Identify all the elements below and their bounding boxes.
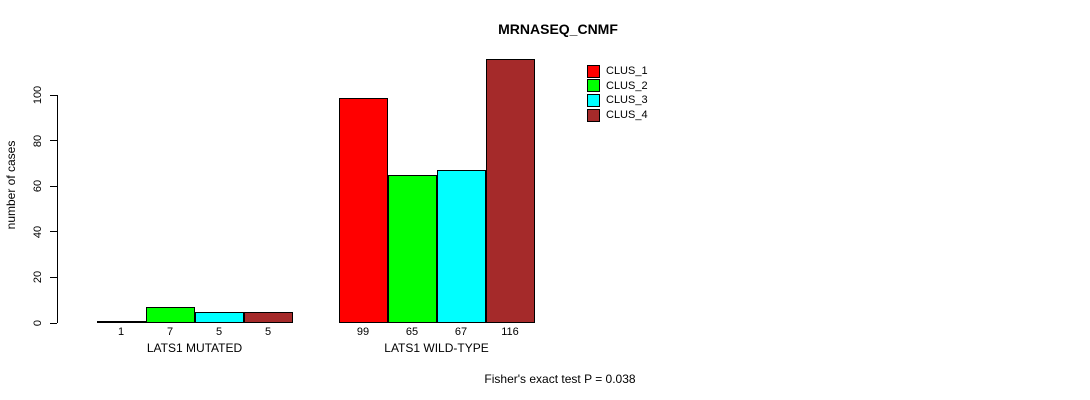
legend-item: CLUS_3: [587, 93, 648, 108]
x-group-label: LATS1 MUTATED: [146, 341, 243, 355]
y-axis-tick: [50, 231, 57, 233]
bar: [243, 311, 293, 323]
legend-swatch: [587, 108, 600, 122]
legend: CLUS_1 CLUS_2 CLUS_3 CLUS_4: [587, 64, 648, 122]
legend-swatch: [587, 93, 600, 107]
bar: [338, 97, 388, 323]
legend-item: CLUS_4: [587, 108, 648, 123]
bar: [387, 174, 437, 323]
legend-item-label: CLUS_3: [606, 94, 648, 107]
x-group-label: LATS1 WILD-TYPE: [384, 341, 489, 355]
bar-value-label: 99: [356, 326, 370, 338]
y-axis-label: number of cases: [4, 140, 18, 230]
bar-value-label: 67: [454, 326, 468, 338]
legend-item-label: CLUS_4: [606, 109, 648, 122]
chart-title: MRNASEQ_CNMF: [498, 21, 618, 37]
legend-swatch: [587, 79, 600, 93]
legend-item-label: CLUS_2: [606, 79, 648, 92]
legend-item-label: CLUS_1: [606, 65, 648, 78]
bar-value-label: 5: [264, 326, 272, 338]
bar-value-label: 5: [215, 326, 223, 338]
y-axis-tick-label: 80: [32, 134, 44, 147]
bar-value-label: 1: [117, 326, 125, 338]
y-axis-tick: [50, 185, 57, 187]
y-axis-tick: [50, 140, 57, 142]
bar-value-label: 116: [501, 326, 519, 338]
y-axis-tick-label: 60: [32, 180, 44, 193]
legend-item: CLUS_1: [587, 64, 648, 79]
y-axis-tick-label: 40: [32, 225, 44, 239]
bar-value-label: 65: [405, 326, 419, 338]
y-axis-tick-label: 0: [32, 319, 44, 327]
y-axis-tick: [50, 276, 57, 278]
y-axis-tick: [50, 94, 57, 96]
bar: [485, 58, 535, 323]
bar: [96, 320, 146, 323]
bar: [436, 170, 486, 323]
bar: [194, 311, 244, 323]
legend-item: CLUS_2: [587, 79, 648, 94]
bar: [145, 307, 195, 323]
y-axis-tick-label: 100: [32, 86, 44, 105]
legend-swatch: [587, 64, 600, 78]
y-axis-tick: [50, 322, 57, 324]
y-axis-line: [57, 95, 58, 323]
bar-value-label: 7: [166, 326, 174, 338]
y-axis-tick-label: 20: [32, 271, 44, 284]
caption-fishers-test: Fisher's exact test P = 0.038: [484, 372, 636, 386]
